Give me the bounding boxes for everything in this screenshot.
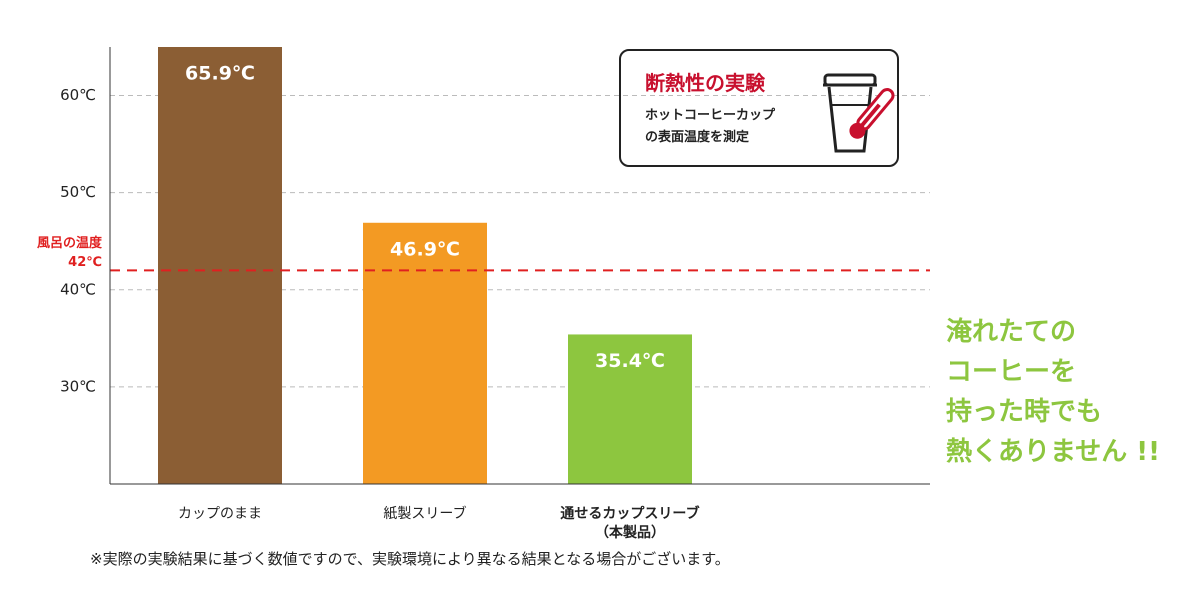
reference-text: 風呂の温度 xyxy=(36,236,102,251)
info-box: 断熱性の実験 ホットコーヒーカップ の表面温度を測定 xyxy=(619,49,899,167)
info-subtitle: ホットコーヒーカップ の表面温度を測定 xyxy=(645,108,776,145)
x-tick-label: カップのまま xyxy=(178,506,262,522)
value-label: 35.4℃ xyxy=(595,350,665,372)
info-title: 断熱性の実験 xyxy=(645,71,765,95)
message: 淹れたての コーヒーを 持った時でも 熱くありません !! xyxy=(946,317,1160,467)
y-tick-label: 50℃ xyxy=(60,183,96,201)
reference-label: 風呂の温度 42℃ xyxy=(0,234,102,272)
reference-value: 42℃ xyxy=(68,255,102,270)
y-tick-label: 60℃ xyxy=(60,86,96,104)
cup-icon xyxy=(823,73,895,153)
footnote: ※実際の実験結果に基づく数値ですので、実験環境により異なる結果となる場合がござい… xyxy=(90,550,730,568)
y-tick-label: 40℃ xyxy=(60,280,96,298)
value-label: 46.9℃ xyxy=(390,238,460,260)
value-label: 65.9℃ xyxy=(185,63,255,85)
bar xyxy=(568,334,692,484)
bar xyxy=(158,47,282,484)
plot-area xyxy=(158,47,692,484)
y-tick-label: 30℃ xyxy=(60,377,96,395)
x-tick-label: 通せるカップスリーブ （本製品） xyxy=(560,506,700,541)
bar xyxy=(363,222,487,484)
x-tick-label: 紙製スリーブ xyxy=(383,506,467,522)
